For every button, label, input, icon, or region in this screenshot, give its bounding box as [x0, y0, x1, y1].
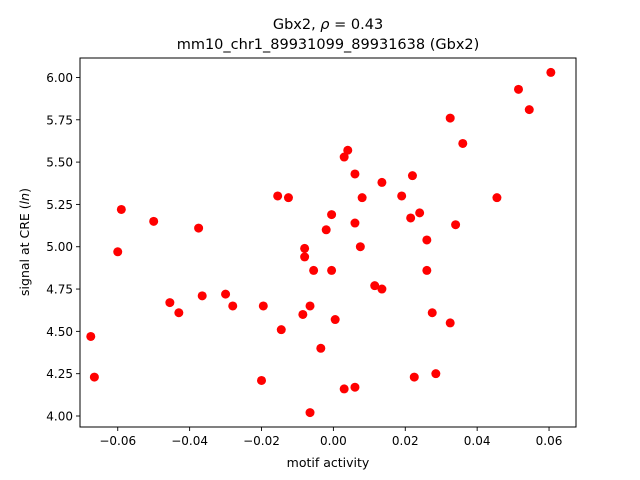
data-point — [422, 235, 432, 245]
data-point — [339, 384, 349, 394]
x-axis: −0.06 −0.04 −0.02 0.00 0.02 0.04 0.06 — [99, 427, 562, 448]
data-point — [458, 138, 468, 148]
data-point — [377, 177, 387, 187]
y-tick-label: 5.00 — [46, 240, 73, 254]
axes-frame — [79, 57, 577, 428]
data-point — [397, 191, 407, 201]
y-tick-label: 4.00 — [46, 409, 73, 423]
data-point — [221, 289, 231, 299]
data-point — [165, 298, 175, 308]
y-tick-label: 4.75 — [46, 283, 73, 297]
x-tick-label: −0.06 — [99, 434, 136, 448]
data-point — [276, 325, 286, 335]
data-point — [422, 265, 432, 275]
data-point — [273, 191, 283, 201]
data-point — [116, 204, 126, 214]
data-point — [409, 372, 419, 382]
x-tick-label: 0.04 — [464, 434, 491, 448]
data-point — [350, 382, 360, 392]
data-point — [427, 308, 437, 318]
data-point — [327, 210, 337, 220]
y-tick-label: 4.50 — [46, 325, 73, 339]
data-point — [113, 247, 123, 257]
y-label-close: ) — [17, 188, 32, 193]
data-point — [377, 284, 387, 294]
y-tick-label: 5.50 — [46, 156, 73, 170]
data-point — [339, 152, 349, 162]
title-rho: ρ — [320, 17, 330, 33]
data-point — [174, 308, 184, 318]
data-point — [370, 281, 380, 291]
data-point — [283, 193, 293, 203]
data-point — [445, 113, 455, 123]
plot-area — [86, 67, 556, 418]
data-point — [300, 243, 310, 253]
chart-title-line2: mm10_chr1_89931099_89931638 (Gbx2) — [177, 37, 480, 53]
y-axis-label: signal at CRE (ln) — [17, 188, 32, 296]
data-point — [258, 301, 268, 311]
data-point — [309, 265, 319, 275]
x-tick-label: −0.02 — [243, 434, 280, 448]
data-point — [149, 216, 159, 226]
data-point — [415, 208, 425, 218]
data-point — [194, 223, 204, 233]
data-point — [451, 220, 461, 230]
y-axis: 4.00 4.25 4.50 4.75 5.00 5.25 5.50 5.75 6.00 — [46, 71, 80, 423]
data-point — [546, 67, 556, 77]
x-tick-label: 0.00 — [320, 434, 347, 448]
x-tick-label: −0.04 — [171, 434, 208, 448]
data-point — [316, 343, 326, 353]
y-tick-label: 5.75 — [46, 113, 73, 127]
x-tick-label: 0.02 — [392, 434, 419, 448]
y-label-main: signal at CRE ( — [17, 204, 32, 296]
data-point — [89, 372, 99, 382]
data-point — [357, 193, 367, 203]
y-tick-label: 6.00 — [46, 71, 73, 85]
data-point — [445, 318, 455, 328]
y-label-ln: ln — [17, 193, 32, 204]
data-point — [197, 291, 207, 301]
title-prefix: Gbx2, — [273, 17, 320, 33]
data-point — [300, 252, 310, 262]
data-point — [406, 213, 416, 223]
data-point — [343, 145, 353, 155]
x-tick-label: 0.06 — [536, 434, 563, 448]
data-point — [321, 225, 331, 235]
data-point — [228, 301, 238, 311]
data-point — [407, 171, 417, 181]
data-point — [350, 169, 360, 179]
y-tick-label: 5.25 — [46, 198, 73, 212]
data-point — [298, 309, 308, 319]
data-point — [330, 315, 340, 325]
title-suffix: = 0.43 — [330, 17, 384, 33]
data-point — [524, 105, 534, 115]
data-point — [492, 193, 502, 203]
y-tick-label: 4.25 — [46, 367, 73, 381]
data-point — [305, 301, 315, 311]
data-point — [86, 331, 96, 341]
data-point — [355, 242, 365, 252]
data-point — [513, 84, 523, 94]
chart-title-line1: Gbx2, ρ = 0.43 — [273, 17, 383, 33]
x-axis-label: motif activity — [287, 455, 370, 470]
data-point — [257, 375, 267, 385]
data-point — [431, 369, 441, 379]
data-point — [350, 218, 360, 228]
data-point — [305, 408, 315, 418]
data-point — [327, 265, 337, 275]
